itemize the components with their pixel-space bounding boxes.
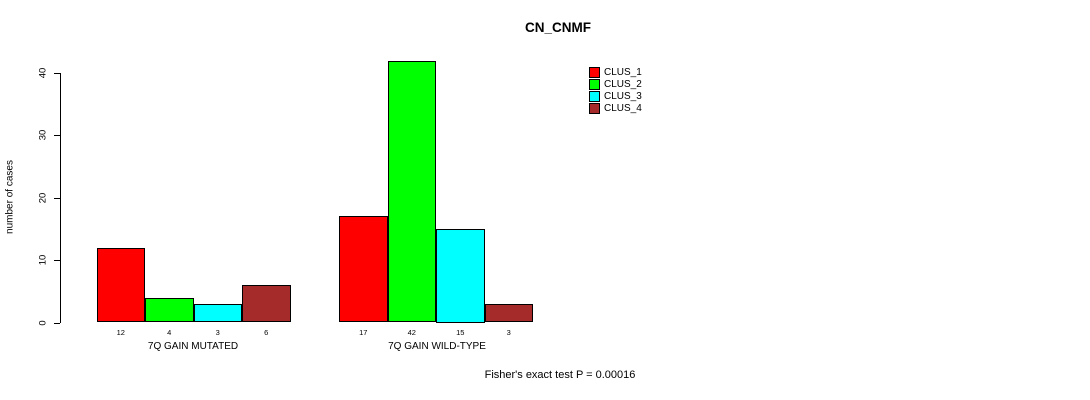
bar-clus_3: [436, 228, 485, 323]
y-tick-label: 0: [37, 319, 49, 326]
bar-value-label: 15: [456, 328, 465, 337]
legend-item-clus_2: CLUS_2: [589, 78, 642, 90]
y-tick-mark: [54, 73, 60, 74]
legend-swatch-clus_2: [589, 78, 600, 90]
y-tick-label: 10: [37, 254, 49, 266]
bar-value-label: 4: [167, 328, 172, 337]
legend-item-clus_4: CLUS_4: [589, 102, 642, 114]
bar-clus_4: [484, 303, 533, 323]
bar-value-label: 3: [215, 328, 220, 337]
bar-clus_1: [96, 247, 145, 323]
legend-swatch-clus_4: [589, 102, 600, 114]
fisher-test-annotation: Fisher's exact test P = 0.00016: [484, 369, 636, 381]
y-axis-line: [60, 73, 61, 323]
legend-swatch-clus_3: [589, 90, 600, 102]
bar-value-label: 42: [407, 328, 416, 337]
legend-item-clus_3: CLUS_3: [589, 90, 642, 102]
bar-clus_1: [339, 216, 388, 323]
bar-clus_4: [242, 285, 291, 323]
legend-label: CLUS_4: [604, 102, 642, 114]
bar-value-label: 3: [506, 328, 511, 337]
legend-label: CLUS_2: [604, 78, 642, 90]
legend-item-clus_1: CLUS_1: [589, 66, 642, 78]
bar-clus_2: [387, 60, 436, 323]
category-label-wild-type: 7Q GAIN WILD-TYPE: [388, 341, 486, 352]
bar-value-label: 6: [264, 328, 269, 337]
y-tick-label: 30: [37, 130, 49, 141]
y-axis-label: number of cases: [4, 160, 16, 234]
bar-clus_2: [145, 297, 194, 323]
category-label-mutated: 7Q GAIN MUTATED: [147, 341, 239, 352]
legend-label: CLUS_3: [604, 90, 642, 102]
bar-value-label: 12: [116, 328, 125, 337]
chart-title: CN_CNMF: [525, 20, 591, 35]
y-tick-mark: [54, 260, 60, 262]
y-tick-mark: [54, 135, 60, 137]
y-tick-mark: [54, 197, 60, 199]
legend-swatch-clus_1: [589, 66, 600, 78]
y-tick-label: 20: [37, 192, 49, 204]
y-tick-label: 40: [37, 67, 49, 79]
y-tick-mark: [54, 322, 60, 324]
legend-label: CLUS_1: [604, 66, 642, 78]
bar-clus_3: [193, 303, 242, 323]
bar-value-label: 17: [359, 328, 368, 337]
